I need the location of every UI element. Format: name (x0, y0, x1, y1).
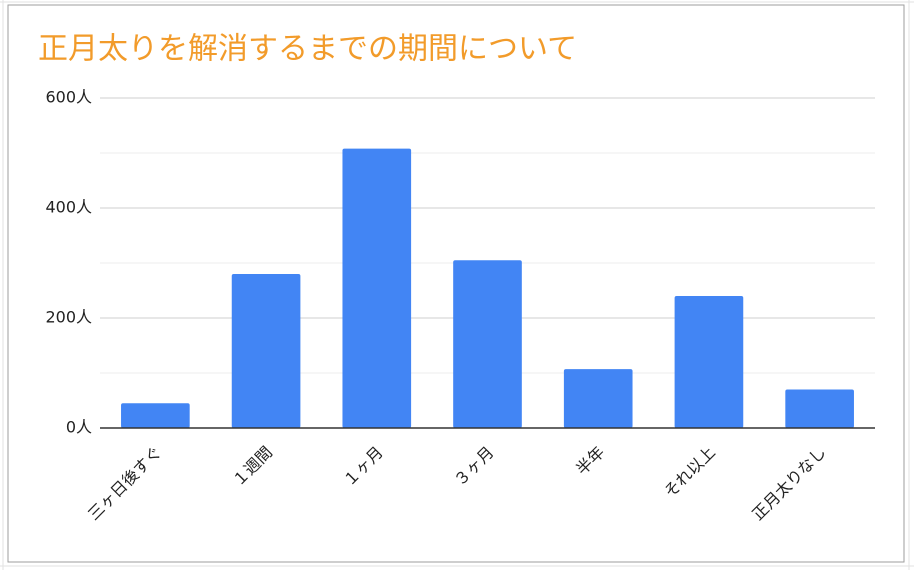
bar (231, 274, 301, 428)
bar (785, 389, 854, 428)
y-tick-label: 400人 (45, 198, 92, 217)
bar (121, 403, 190, 428)
bar (563, 369, 633, 428)
y-tick-label: 600人 (45, 88, 92, 107)
bar (453, 260, 522, 428)
y-tick-label: 0人 (66, 418, 92, 437)
bar (342, 148, 412, 428)
chart-title: 正月太りを解消するまでの期間について (38, 32, 577, 67)
bar (674, 296, 744, 428)
y-tick-label: 200人 (45, 308, 92, 327)
